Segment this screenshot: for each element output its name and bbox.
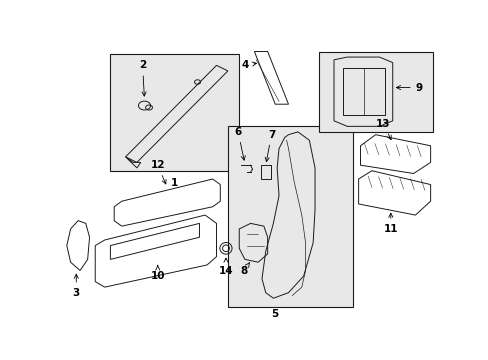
Bar	[227, 126, 352, 306]
Text: 12: 12	[150, 160, 166, 184]
Text: 14: 14	[218, 258, 233, 275]
Text: 2: 2	[139, 60, 146, 96]
Text: 3: 3	[73, 274, 80, 298]
Text: 6: 6	[234, 127, 245, 160]
Text: 4: 4	[241, 60, 256, 70]
Text: 9: 9	[396, 82, 422, 93]
Text: 13: 13	[375, 118, 390, 140]
Bar	[110, 54, 239, 171]
Text: 11: 11	[383, 213, 397, 234]
Text: 5: 5	[271, 309, 278, 319]
Text: 8: 8	[240, 263, 249, 275]
Bar	[318, 51, 432, 132]
Text: 1: 1	[171, 177, 178, 188]
Text: 10: 10	[150, 265, 164, 281]
Text: 7: 7	[264, 130, 275, 162]
